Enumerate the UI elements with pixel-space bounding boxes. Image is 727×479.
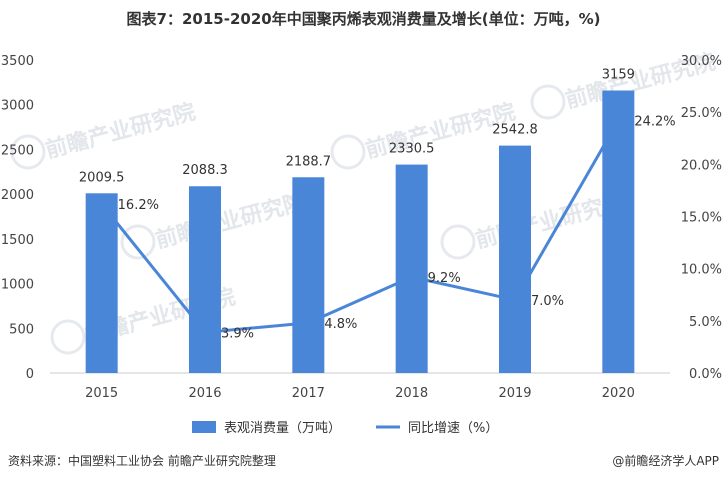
y-left-tick-label: 0: [26, 367, 34, 382]
x-tick-label: 2018: [395, 386, 428, 401]
chart-title: 图表7：2015-2020年中国聚丙烯表观消费量及增长(单位：万吨，%): [126, 10, 601, 28]
legend-bar-swatch: [192, 421, 216, 433]
bar-value-label: 2009.5: [79, 170, 125, 185]
source-note: 资料来源：中国塑料工业协会 前瞻产业研究院整理: [8, 454, 276, 468]
y-left-tick-label: 2000: [1, 188, 34, 203]
consumption-bar: [395, 164, 428, 373]
growth-value-label: 24.2%: [634, 115, 675, 130]
bar-value-label: 3159: [602, 67, 635, 82]
y-left-tick-label: 500: [9, 322, 34, 337]
watermark-logo-icon: [330, 134, 366, 170]
x-tick-label: 2015: [85, 386, 118, 401]
x-tick-label: 2019: [498, 386, 531, 401]
y-right-tick-label: 10.0%: [681, 263, 722, 278]
consumption-bar: [499, 145, 531, 373]
y-right-tick-label: 20.0%: [681, 158, 722, 173]
y-right-tick-label: 15.0%: [681, 211, 722, 226]
y-right-tick-label: 25.0%: [681, 106, 722, 121]
watermark-logo-icon: [10, 134, 46, 170]
consumption-bar: [85, 193, 118, 373]
legend-line-label: 同比增速（%）: [408, 421, 498, 436]
bar-value-label: 2542.8: [492, 123, 538, 138]
consumption-bar: [189, 186, 221, 373]
bar-value-label: 2188.7: [286, 154, 332, 169]
growth-line: [100, 119, 620, 334]
watermark-text: 前瞻产业研究院: [43, 99, 198, 164]
growth-point: [100, 202, 104, 206]
watermark-logo-icon: [50, 319, 86, 355]
growth-value-label: 7.0%: [531, 294, 564, 309]
y-left-tick-label: 2500: [1, 143, 34, 158]
x-tick-label: 2016: [188, 386, 221, 401]
y-left-tick-label: 3000: [1, 99, 34, 114]
growth-value-label: 4.8%: [324, 317, 357, 332]
watermark-logo-icon: [120, 224, 156, 260]
legend: 表观消费量（万吨） 同比增速（%）: [192, 421, 498, 436]
growth-value-label: 16.2%: [118, 198, 159, 213]
bars: [85, 90, 635, 373]
consumption-bar: [602, 90, 635, 373]
watermark-logo-icon: [440, 224, 476, 260]
growth-point: [410, 275, 414, 279]
x-tick-label: 2020: [602, 386, 635, 401]
growth-value-label: 3.9%: [221, 326, 254, 341]
watermark-text: 前瞻产业研究院: [153, 189, 308, 254]
growth-point: [616, 119, 620, 123]
watermark-logo-icon: [530, 84, 566, 120]
data-labels: 2009.5 2088.3 2188.7 2330.5 2542.8 3159 16.2% 3…: [79, 67, 676, 341]
bar-value-label: 2088.3: [182, 163, 228, 178]
growth-point: [203, 330, 207, 334]
y-right-tick-label: 30.0%: [681, 54, 722, 69]
axes: 0 500 1000 1500 2000 2500 3000 3500 0.0% 5.0% 10.0…: [1, 54, 722, 401]
y-right-tick-label: 0.0%: [689, 367, 722, 382]
legend-bar-label: 表观消费量（万吨）: [224, 421, 341, 436]
bar-value-label: 2330.5: [389, 142, 435, 157]
y-right-tick-label: 5.0%: [689, 315, 722, 330]
y-left-tick-label: 1000: [1, 278, 34, 293]
growth-point: [513, 298, 517, 302]
x-tick-label: 2017: [292, 386, 325, 401]
growth-value-label: 9.2%: [428, 271, 461, 286]
y-left-tick-label: 1500: [1, 233, 34, 248]
growth-point: [306, 321, 310, 325]
y-left-tick-label: 3500: [1, 54, 34, 69]
consumption-bar: [292, 177, 325, 373]
brand-note: @前瞻经济学人APP: [612, 454, 719, 468]
growth-line-path: [100, 119, 620, 334]
